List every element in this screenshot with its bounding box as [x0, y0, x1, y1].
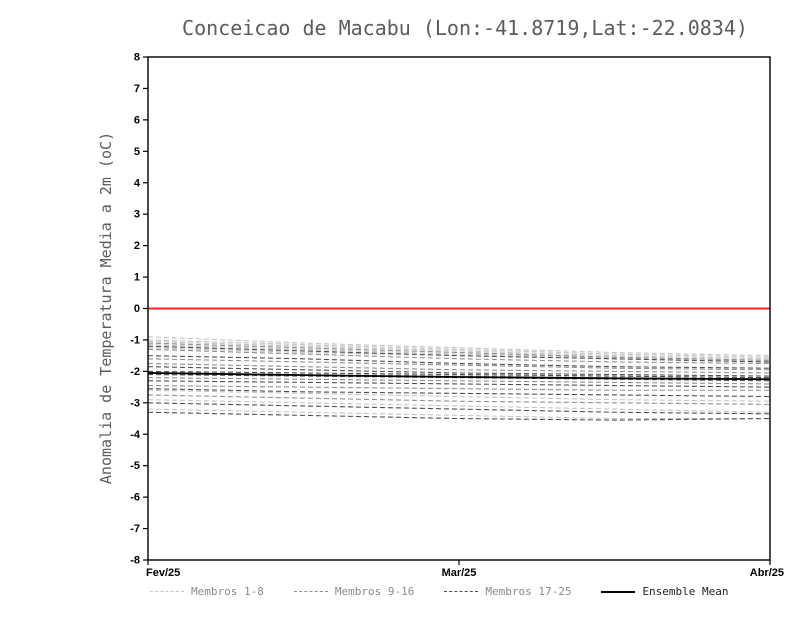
ensemble-member-line	[147, 394, 771, 405]
x-tick-label: Abr/25	[750, 567, 784, 579]
legend-line-sample	[444, 591, 479, 592]
ensemble-member-line	[147, 355, 771, 369]
y-tick-label: -7	[130, 523, 140, 535]
ensemble-mean-line	[147, 372, 771, 381]
y-tick-label: 4	[134, 177, 141, 189]
x-tick-label: Fev/25	[146, 567, 180, 579]
y-tick-label: 7	[134, 83, 140, 95]
y-tick-label: 0	[134, 303, 140, 315]
legend-line-sample	[601, 590, 636, 593]
legend-label: Ensemble Mean	[642, 585, 729, 598]
ensemble-member-line	[147, 399, 771, 413]
y-tick-label: 8	[134, 52, 140, 64]
chart-title: Conceicao de Macabu (Lon:-41.8719,Lat:-2…	[182, 16, 748, 40]
x-tick-label: Mar/25	[442, 567, 477, 579]
y-tick-label: -1	[130, 334, 140, 346]
ensemble-member-line	[147, 402, 771, 415]
ensemble-member-line	[147, 340, 771, 360]
y-tick-label: -2	[130, 366, 140, 378]
legend-line-sample	[150, 591, 184, 592]
y-tick-label: -4	[130, 429, 141, 441]
ensemble-member-line	[147, 339, 771, 358]
ensemble-member-line	[147, 342, 771, 361]
y-tick-label: -3	[130, 397, 140, 409]
y-tick-label: -8	[130, 555, 140, 567]
y-tick-label: 5	[134, 146, 140, 158]
legend-item: Membros 1-8	[150, 585, 264, 598]
legend: Membros 1-8 Membros 9-16 Membros 17-25 Ense…	[150, 585, 729, 598]
legend-label: Membros 17-25	[485, 585, 572, 598]
legend-label: Membros 9-16	[334, 585, 415, 598]
legend-item: Ensemble Mean	[601, 585, 729, 598]
y-tick-label: 2	[134, 240, 140, 252]
legend-line-sample	[293, 591, 328, 592]
y-tick-label: 6	[134, 114, 140, 126]
y-tick-label: 3	[134, 209, 140, 221]
ensemble-member-line	[147, 362, 771, 374]
ensemble-member-line	[147, 336, 771, 357]
legend-item: Membros 9-16	[293, 585, 415, 598]
y-tick-label: -5	[130, 460, 140, 472]
y-tick-label: 1	[134, 272, 140, 284]
ensemble-member-line	[147, 380, 771, 388]
legend-item: Membros 17-25	[444, 585, 571, 598]
y-tick-label: -6	[130, 492, 140, 504]
legend-label: Membros 1-8	[191, 585, 264, 598]
